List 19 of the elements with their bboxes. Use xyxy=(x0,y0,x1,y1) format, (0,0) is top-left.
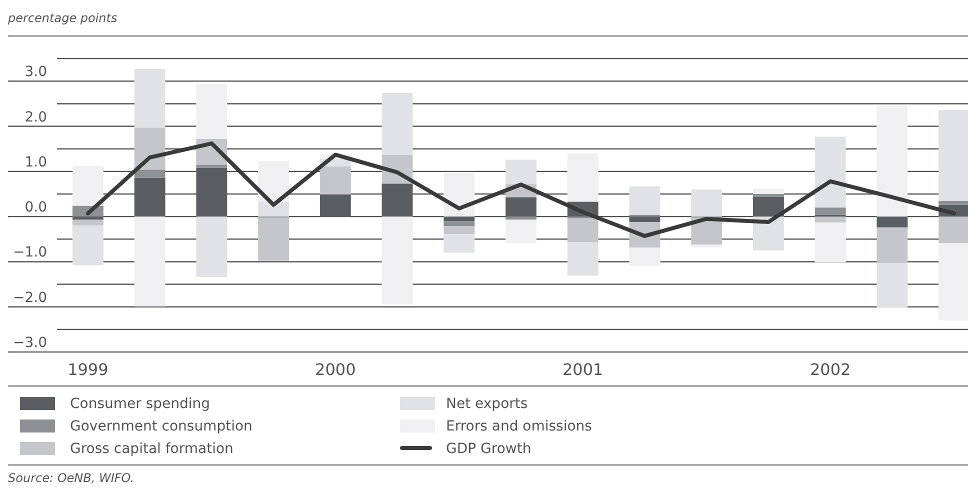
y-tick-label: 1.0 xyxy=(24,154,47,170)
x-tick-label: 2002 xyxy=(810,360,851,379)
legend-label: Consumer spending xyxy=(70,396,210,412)
y-tick-label: 3.0 xyxy=(24,64,47,80)
legend-label: Gross capital formation xyxy=(70,440,234,457)
y-tick-label: −3.0 xyxy=(13,335,47,351)
x-tick-label: 1999 xyxy=(68,360,108,379)
legend-label: GDP Growth xyxy=(446,440,532,457)
y-tick-label: −2.0 xyxy=(13,290,47,306)
x-tick-label: 2001 xyxy=(562,360,604,379)
y-tick-label: 2.0 xyxy=(24,109,47,126)
y-tick-label: 0.0 xyxy=(24,200,47,216)
y-tick-label: −1.0 xyxy=(13,244,47,261)
legend-label: Government consumption xyxy=(70,418,252,434)
legend-label: Net exports xyxy=(446,396,528,412)
legend-label: Errors and omissions xyxy=(446,418,592,434)
source-note: Source: OeNB, WIFO. xyxy=(8,471,134,485)
x-tick-label: 2000 xyxy=(315,360,356,379)
y-axis-title: percentage points xyxy=(7,11,118,25)
